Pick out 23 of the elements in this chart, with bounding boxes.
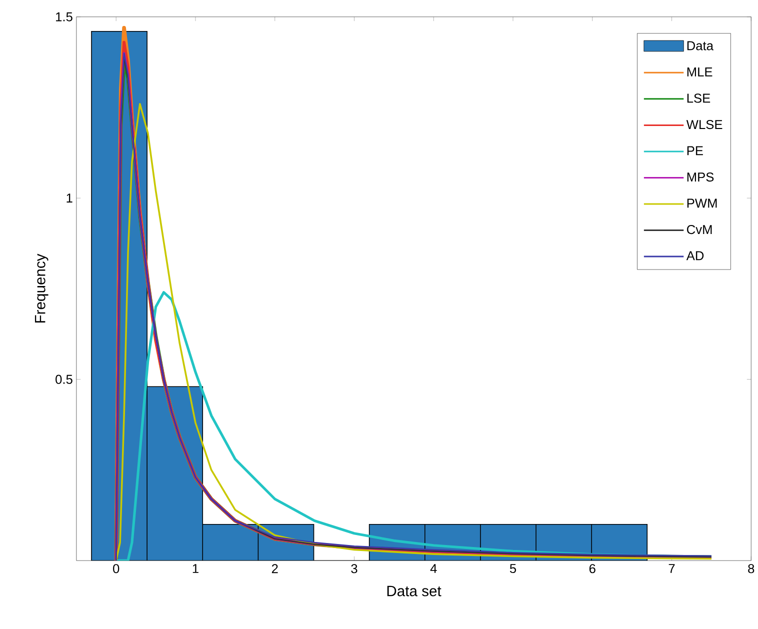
legend-label: PWM <box>687 198 717 208</box>
legend-label: Data <box>687 41 714 50</box>
x-tick-label: 2 <box>272 564 278 574</box>
x-tick-label: 7 <box>668 564 675 573</box>
x-tick-label: 4 <box>430 564 437 573</box>
legend-label: WLSE <box>686 120 722 130</box>
x-tick-label: 0 <box>113 564 120 574</box>
legend-label: CvM <box>686 224 712 234</box>
legend-label: MLE <box>687 67 712 76</box>
x-tick-label: 3 <box>351 564 358 574</box>
legend-label: AD <box>686 251 704 260</box>
legend-label: LSE <box>687 94 710 103</box>
x-tick-label: 6 <box>589 564 596 574</box>
legend-label: MPS <box>687 172 714 182</box>
y-axis-title: Frequency <box>34 254 48 323</box>
y-tick-label: 0.5 <box>56 374 72 384</box>
x-axis-title: Data set <box>387 586 442 596</box>
x-tick-label: 5 <box>510 564 516 574</box>
y-tick-label: 1 <box>66 194 72 202</box>
x-tick-label: 8 <box>748 564 754 574</box>
x-tick-label: 1 <box>192 564 198 573</box>
legend-label: PE <box>687 146 703 156</box>
y-tick-label: 1.5 <box>56 12 72 22</box>
